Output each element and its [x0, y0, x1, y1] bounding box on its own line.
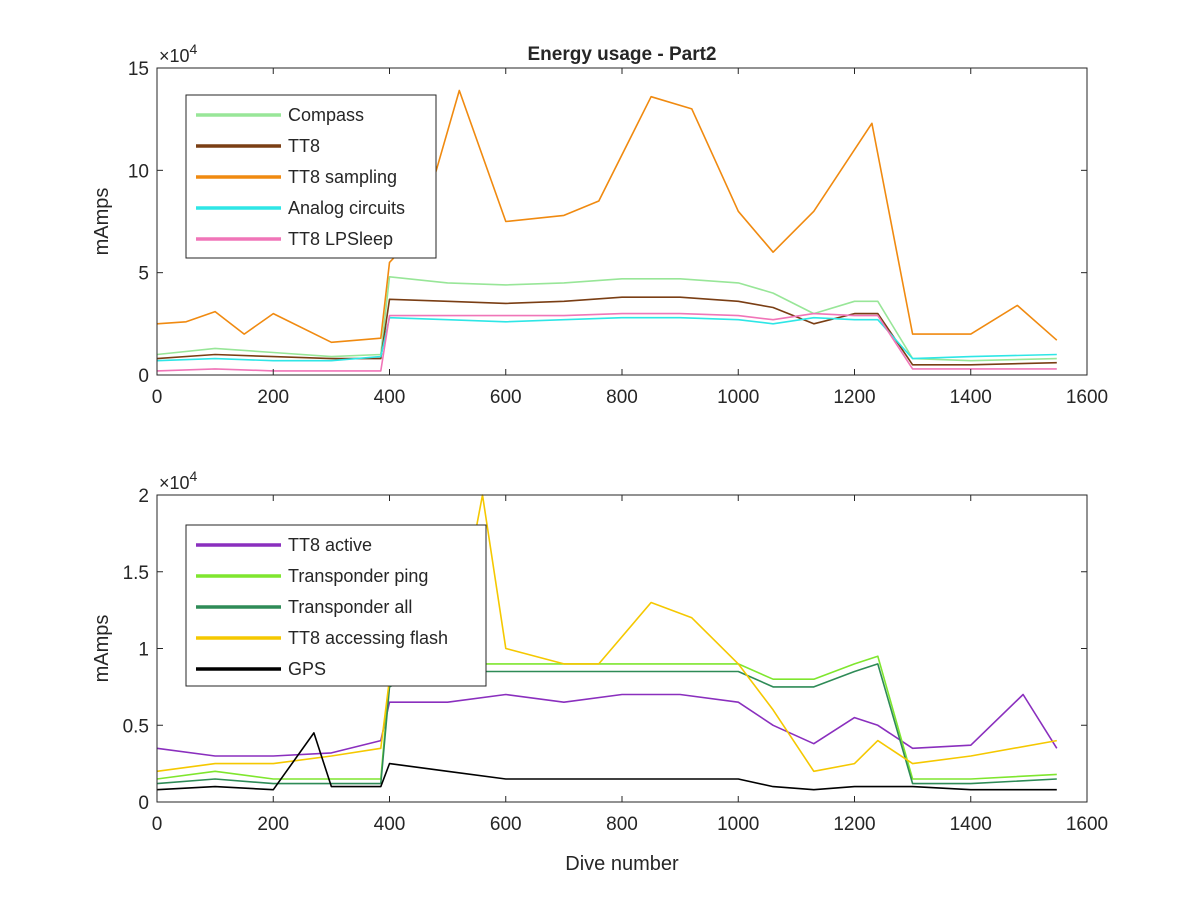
chart-title: Energy usage - Part2 — [527, 44, 716, 65]
legend-label-3: Transponder all — [288, 597, 412, 617]
y-tick-label: 1.5 — [123, 563, 149, 584]
legend: TT8 active Transponder ping Transponder al… — [185, 524, 487, 687]
series-line-4 — [156, 494, 1057, 773]
y-tick-label: 0.5 — [123, 716, 149, 737]
y-tick-label: 2 — [138, 486, 149, 507]
x-tick-label: 400 — [374, 387, 406, 408]
y-tick-label: 0 — [138, 366, 149, 387]
series-line-3 — [156, 89, 1058, 344]
legend-label-2: Transponder ping — [288, 566, 428, 586]
y-tick-label: 5 — [138, 264, 149, 285]
x-tick-label: 1000 — [717, 814, 759, 835]
y-tick-label: 0 — [138, 793, 149, 814]
y-exponent-label: ×104 — [159, 41, 198, 66]
series-line-5 — [156, 312, 1057, 372]
x-axis-label: Dive number — [565, 853, 679, 875]
x-tick-label: 200 — [257, 814, 289, 835]
x-tick-label: 0 — [152, 814, 163, 835]
x-tick-label: 400 — [374, 814, 406, 835]
legend: Compass TT8 TT8 sampling Analog circuits TT8… — [185, 94, 437, 259]
legend-label-3: TT8 sampling — [288, 167, 397, 187]
x-tick-label: 800 — [606, 387, 638, 408]
x-tick-label: 600 — [490, 387, 522, 408]
series-line-4 — [156, 316, 1057, 362]
x-tick-label: 1400 — [950, 387, 992, 408]
chart-1: 0 200 400 600 800 1000 1200 1400 1600 0 5 10 15 ×104 m… — [91, 41, 1108, 408]
legend-label-5: GPS — [288, 659, 326, 679]
series-line-1 — [156, 693, 1058, 757]
x-tick-label: 1600 — [1066, 387, 1108, 408]
x-tick-label: 600 — [490, 814, 522, 835]
y-exponent-power: 4 — [190, 468, 198, 484]
x-tick-label: 200 — [257, 387, 289, 408]
x-tick-label: 800 — [606, 814, 638, 835]
y-tick-label: 10 — [128, 161, 149, 182]
series-group — [156, 494, 1058, 791]
x-tick-label: 1200 — [833, 387, 875, 408]
y-exponent-power: 4 — [190, 41, 198, 57]
legend-label-5: TT8 LPSleep — [288, 229, 393, 249]
series-group — [156, 89, 1058, 372]
x-tick-label: 1000 — [717, 387, 759, 408]
legend-box — [185, 94, 437, 259]
series-line-2 — [156, 296, 1057, 366]
series-line-3 — [156, 663, 1057, 785]
x-tick-label: 1200 — [833, 814, 875, 835]
legend-label-1: Compass — [288, 105, 364, 125]
legend-label-4: TT8 accessing flash — [288, 628, 448, 648]
legend-label-1: TT8 active — [288, 535, 372, 555]
legend-label-2: TT8 — [288, 136, 320, 156]
chart-2: 0 200 400 600 800 1000 1200 1400 1600 0 0.5 1 1.5 2 ×1… — [91, 468, 1108, 875]
x-tick-label: 1600 — [1066, 814, 1108, 835]
y-exponent-label: ×104 — [159, 468, 198, 493]
legend-label-4: Analog circuits — [288, 198, 405, 218]
y-tick-label: 15 — [128, 59, 149, 80]
series-line-1 — [156, 275, 1057, 362]
y-axis-label: mAmps — [91, 188, 113, 256]
series-line-5 — [156, 732, 1057, 791]
y-axis-label: mAmps — [91, 615, 113, 683]
y-tick-label: 1 — [138, 640, 149, 661]
x-tick-label: 0 — [152, 387, 163, 408]
x-tick-label: 1400 — [950, 814, 992, 835]
